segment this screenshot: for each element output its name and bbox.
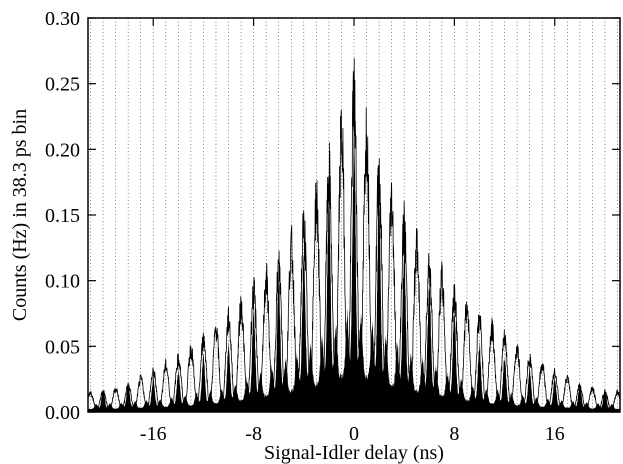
x-tick-label: 0 <box>349 423 359 445</box>
y-tick-label: 0.15 <box>45 205 80 227</box>
x-tick-label: 16 <box>545 423 565 445</box>
y-tick-label: 0.30 <box>45 8 80 30</box>
y-tick-label: 0.20 <box>45 139 80 161</box>
data-series-outline <box>87 58 621 411</box>
x-tick-label: -8 <box>245 423 262 445</box>
y-tick-label: 0.10 <box>45 271 80 293</box>
x-tick-label: -16 <box>140 423 167 445</box>
x-tick-label: 8 <box>449 423 459 445</box>
y-axis-label: Counts (Hz) in 38.3 ps bin <box>9 109 31 321</box>
axis-ticks: -16 -8 0 8 16 0.00 0.05 0.10 0.15 0.20 0.25 0.30 <box>45 8 620 445</box>
y-tick-label: 0.25 <box>45 74 80 96</box>
y-tick-label: 0.05 <box>45 336 80 358</box>
data-series-layer <box>87 58 621 412</box>
y-tick-label: 0.00 <box>45 402 80 424</box>
data-series-fill <box>88 105 620 412</box>
vertical-gridlines <box>90 18 618 412</box>
x-axis-label: Signal-Idler delay (ns) <box>264 442 444 464</box>
